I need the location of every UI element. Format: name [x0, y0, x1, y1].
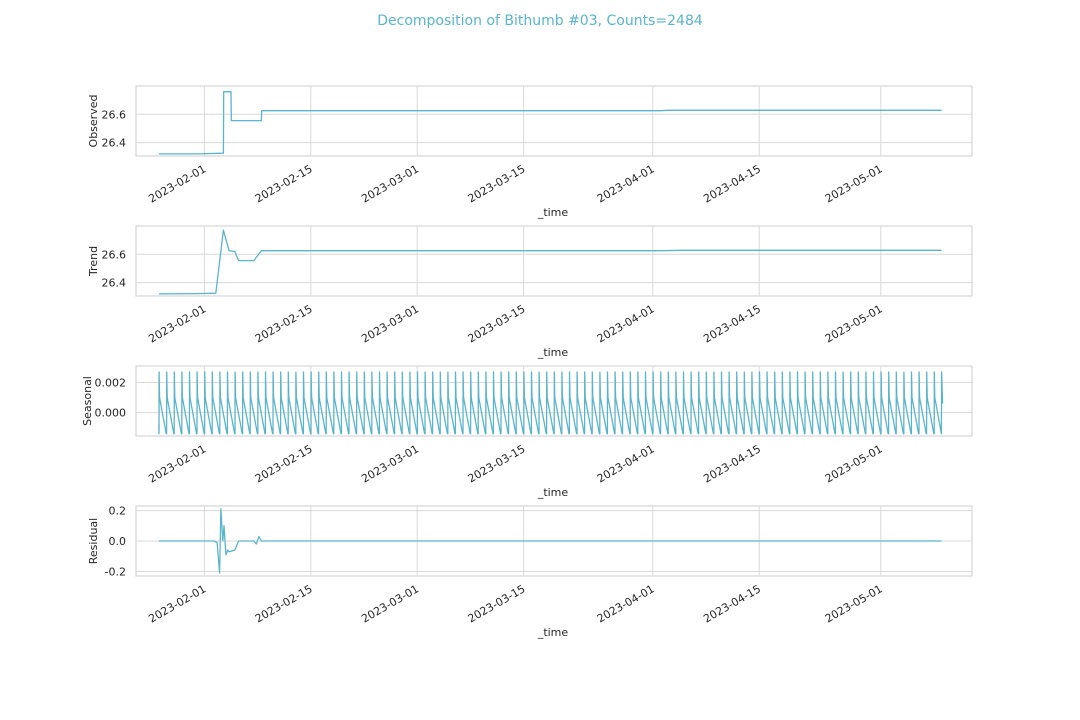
observed-y-axis-label: Observed — [87, 95, 100, 148]
trend-plot-area — [135, 225, 973, 297]
residual-x-tick-label: 2023-02-15 — [253, 582, 315, 625]
residual-y-tick-label: 0.0 — [109, 535, 127, 548]
seasonal-x-tick-label: 2023-02-15 — [253, 442, 315, 485]
observed-x-tick-label: 2023-05-01 — [823, 162, 885, 205]
seasonal-x-tick-label: 2023-05-01 — [823, 442, 885, 485]
seasonal-x-tick-label: 2023-03-15 — [466, 442, 528, 485]
trend-panel: 2023-02-01 2023-02-15 2023-03-01 2023-03-15… — [87, 225, 973, 359]
trend-x-tick-label: 2023-04-15 — [701, 302, 763, 345]
trend-series-line — [158, 229, 942, 295]
observed-y-tick-label: 26.4 — [102, 137, 127, 150]
seasonal-x-tick-label: 2023-04-15 — [701, 442, 763, 485]
residual-panel: 2023-02-01 2023-02-15 2023-03-01 2023-03-15… — [87, 505, 973, 639]
trend-x-tick-label: 2023-02-01 — [146, 302, 208, 345]
residual-x-tick-label: 2023-02-01 — [146, 582, 208, 625]
trend-x-tick-label: 2023-03-01 — [359, 302, 421, 345]
residual-y-tick-label: -0.2 — [105, 565, 126, 578]
trend-x-tick-label: 2023-03-15 — [466, 302, 528, 345]
seasonal-panel: 2023-02-01 2023-02-15 2023-03-01 2023-03-15… — [81, 365, 973, 499]
residual-y-tick-label: 0.2 — [109, 505, 127, 518]
observed-series-line — [158, 91, 942, 155]
observed-y-tick-label: 26.6 — [102, 108, 127, 121]
trend-x-tick-label: 2023-02-15 — [253, 302, 315, 345]
trend-x-axis-label: _time — [537, 346, 569, 359]
residual-x-tick-label: 2023-03-01 — [359, 582, 421, 625]
seasonal-x-tick-label: 2023-02-01 — [146, 442, 208, 485]
observed-x-tick-label: 2023-03-01 — [359, 162, 421, 205]
residual-x-axis-label: _time — [537, 626, 569, 639]
observed-x-tick-label: 2023-02-01 — [146, 162, 208, 205]
observed-x-axis-label: _time — [537, 206, 569, 219]
observed-x-tick-label: 2023-03-15 — [466, 162, 528, 205]
seasonal-y-axis-label: Seasonal — [81, 376, 94, 426]
residual-x-tick-label: 2023-05-01 — [823, 582, 885, 625]
seasonal-x-tick-label: 2023-04-01 — [595, 442, 657, 485]
seasonal-y-tick-label: 0.002 — [95, 377, 127, 390]
residual-x-tick-label: 2023-04-15 — [701, 582, 763, 625]
trend-y-tick-label: 26.4 — [102, 277, 127, 290]
seasonal-series-line — [158, 371, 944, 435]
residual-y-axis-label: Residual — [87, 518, 100, 564]
observed-x-tick-label: 2023-04-01 — [595, 162, 657, 205]
observed-x-tick-label: 2023-02-15 — [253, 162, 315, 205]
observed-plot-area — [135, 85, 973, 157]
trend-x-tick-label: 2023-05-01 — [823, 302, 885, 345]
seasonal-y-tick-label: 0.000 — [95, 407, 127, 420]
trend-x-tick-label: 2023-04-01 — [595, 302, 657, 345]
seasonal-x-axis-label: _time — [537, 486, 569, 499]
trend-y-axis-label: Trend — [87, 246, 100, 277]
trend-y-tick-label: 26.6 — [102, 248, 127, 261]
observed-x-tick-label: 2023-04-15 — [701, 162, 763, 205]
residual-series-line — [158, 508, 942, 574]
residual-x-tick-label: 2023-03-15 — [466, 582, 528, 625]
residual-x-tick-label: 2023-04-01 — [595, 582, 657, 625]
seasonal-x-tick-label: 2023-03-01 — [359, 442, 421, 485]
figure-title: Decomposition of Bithumb #03, Counts=248… — [377, 13, 703, 29]
observed-panel: 2023-02-01 2023-02-15 2023-03-01 2023-03-15… — [87, 85, 973, 219]
